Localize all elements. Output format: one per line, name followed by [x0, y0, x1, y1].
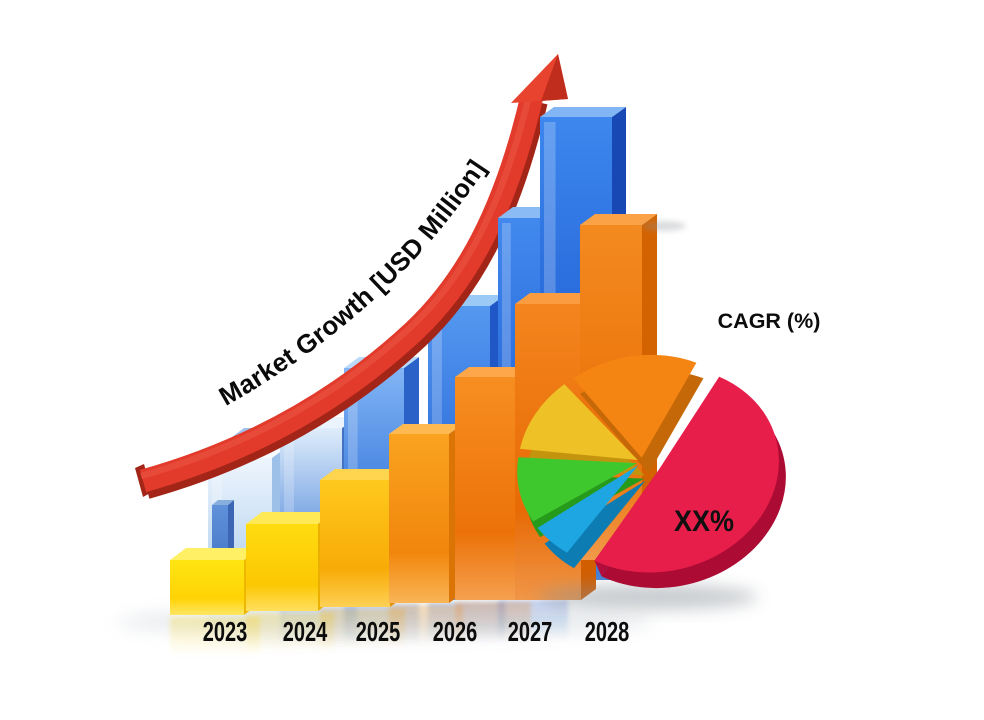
front-col-2027-top [455, 367, 531, 377]
year-label-2024: 2024 [283, 617, 328, 648]
front-col-2028-top [515, 293, 596, 304]
cagr-pie-chart: XX% [517, 354, 786, 589]
front-col-2025-top [320, 469, 405, 480]
step-col-sliver-top [212, 500, 234, 505]
year-label-2027: 2027 [508, 617, 552, 648]
front-col-2025-face [320, 480, 390, 607]
front-col-2027-face [455, 377, 517, 600]
front-col-2023-top [170, 548, 260, 560]
front-col-2026-top [389, 424, 463, 434]
front-bar-series-left [170, 424, 463, 615]
cagr-title: CAGR (%) [718, 309, 821, 333]
back-col-2028-top [540, 107, 626, 117]
front-3-reflection [389, 605, 463, 645]
year-label-2023: 2023 [203, 617, 247, 648]
front-col-2026-face [389, 434, 449, 603]
arrowhead-cast-shadow [642, 221, 686, 231]
front-col-2023-face [170, 560, 244, 615]
cagr-pie-body [517, 354, 786, 589]
axis-and-titles: CAGR (%) 2023 2024 2025 2026 2027 2028 [203, 309, 821, 648]
front-4-reflection [455, 602, 531, 642]
arrow-shaft [139, 93, 544, 493]
pie-slice-orange-share [573, 354, 697, 458]
front-1-reflection [246, 613, 334, 653]
year-label-2028: 2028 [585, 617, 629, 648]
growth-arrow-head-shade [541, 54, 568, 101]
pie-slice-highlight-share [594, 376, 779, 573]
front-col-2024-top [246, 512, 334, 524]
pie-slice-yellow-share [520, 384, 638, 461]
pie-slice-green-share [517, 457, 638, 522]
front-0-reflection [170, 617, 260, 657]
front-col-extra-top [580, 214, 657, 225]
arrow-shaft-gloss [140, 90, 534, 480]
back-col-2024-gloss [284, 433, 294, 588]
year-label-2026: 2026 [433, 617, 477, 648]
pie-share-label: XX% [674, 505, 734, 539]
front-col-2024-face [246, 524, 318, 611]
pie-floor-shadow [538, 584, 758, 610]
year-label-2025: 2025 [356, 617, 400, 648]
floor-reflections [117, 600, 653, 657]
pie-slice-blue-share [537, 465, 639, 553]
